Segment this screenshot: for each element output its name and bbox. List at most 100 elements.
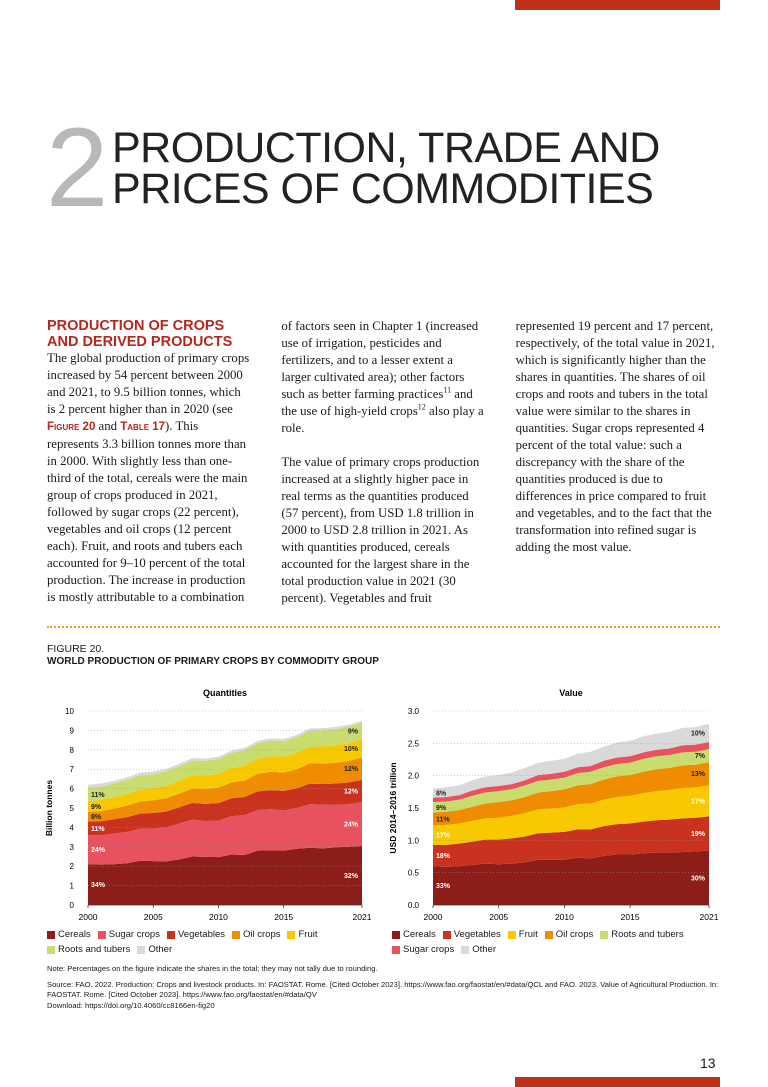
y-tick-label: 2.5 xyxy=(408,739,420,748)
top-bar xyxy=(515,0,720,10)
y-tick-label: 10 xyxy=(65,707,74,716)
y-tick-label: 0 xyxy=(70,901,75,910)
legend-swatch xyxy=(47,930,55,939)
legend-item: Cereals xyxy=(392,929,436,940)
legend-swatch xyxy=(392,930,400,939)
paragraph: The global production of primary crops i… xyxy=(47,318,486,608)
share-label: 12% xyxy=(344,789,359,796)
title-line: PRODUCTION, TRADE AND xyxy=(112,124,660,172)
legend: Cereals Sugar crops Vegetables Oil crops Fru… xyxy=(47,929,377,955)
share-label: 17% xyxy=(691,798,706,805)
share-label: 7% xyxy=(695,753,706,760)
separator xyxy=(47,626,720,628)
share-label: 34% xyxy=(91,882,106,889)
share-label: 11% xyxy=(436,816,450,823)
text: also play a role. xyxy=(281,404,484,435)
share-label: 8% xyxy=(91,814,102,821)
legend-label: Cereals xyxy=(403,929,436,940)
share-label: 24% xyxy=(91,847,106,854)
area xyxy=(433,742,709,803)
text: and xyxy=(95,419,121,433)
area xyxy=(88,722,362,802)
y-tick-label: 2.0 xyxy=(408,772,420,781)
y-tick-label: 1 xyxy=(70,882,75,891)
x-tick-label: 2005 xyxy=(489,912,508,922)
legend-item: Fruit xyxy=(287,929,317,940)
legend-item: Sugar crops xyxy=(97,929,160,940)
y-tick-label: 0.0 xyxy=(408,901,420,910)
share-label: 32% xyxy=(344,873,359,880)
legend-label: Roots and tubers xyxy=(58,944,131,955)
legend-swatch xyxy=(166,930,175,939)
bottom-bar xyxy=(515,1077,720,1087)
figure-download: Download: https://doi.org/10.4060/cc8166… xyxy=(47,1001,215,1010)
y-tick-label: 2 xyxy=(70,862,75,871)
table-ref[interactable]: Table 17 xyxy=(120,421,166,433)
area xyxy=(433,749,709,813)
share-label: 19% xyxy=(691,831,706,838)
title-line: PRICES OF COMMODITIES xyxy=(112,165,654,213)
legend-swatch xyxy=(461,945,470,954)
share-label: 11% xyxy=(91,792,105,799)
share-label: 33% xyxy=(436,883,451,890)
body-text: PRODUCTION OF CROPS AND DERIVED PRODUCTS… xyxy=(47,318,720,608)
legend-label: Vegetables xyxy=(177,929,225,940)
figure-label: FIGURE 20. xyxy=(47,643,105,655)
share-label: 18% xyxy=(436,853,451,860)
x-tick-label: 2010 xyxy=(209,912,228,922)
y-axis-label: USD 2014–2016 trillion xyxy=(388,762,398,853)
paragraph: The value of primary crops production in… xyxy=(281,318,720,608)
area xyxy=(88,757,362,822)
share-label: 8% xyxy=(436,791,447,798)
area xyxy=(88,802,362,865)
chart-title: Value xyxy=(559,688,583,698)
x-tick-label: 2000 xyxy=(424,912,443,922)
share-label: 17% xyxy=(436,833,451,840)
figure-ref[interactable]: Figure 20 xyxy=(47,421,96,433)
legend-label: Sugar crops xyxy=(403,944,455,955)
legend-item: Oil crops xyxy=(232,929,280,940)
share-label: 24% xyxy=(344,822,359,829)
share-label: 11% xyxy=(91,826,105,833)
y-tick-label: 8 xyxy=(70,746,75,755)
area xyxy=(433,762,709,826)
legend-item: Oil crops xyxy=(544,929,593,940)
legend-swatch xyxy=(232,930,240,939)
legend-item: Cereals xyxy=(47,929,91,940)
share-label: 9% xyxy=(91,804,102,811)
legend-swatch xyxy=(287,930,296,939)
text: The global production of primary crops i… xyxy=(47,351,250,416)
y-axis-label: Billion tonnes xyxy=(44,780,54,836)
x-tick-label: 2015 xyxy=(621,912,640,922)
figure-source: Source: FAO. 2022. Production: Crops and… xyxy=(47,980,719,999)
legend-label: Sugar crops xyxy=(108,929,160,940)
legend-item: Fruit xyxy=(507,929,538,940)
chapter-title: PRODUCTION, TRADE AND PRICES OF COMMODIT… xyxy=(112,124,660,213)
footnote-ref[interactable]: 11 xyxy=(443,385,452,395)
area xyxy=(88,845,362,905)
share-label: 10% xyxy=(344,746,359,753)
legend-label: Other xyxy=(148,944,173,955)
footnote-ref[interactable]: 12 xyxy=(417,402,426,412)
chapter-number: 2 xyxy=(46,105,109,230)
legend-label: Oil crops xyxy=(243,929,281,940)
x-tick-label: 2005 xyxy=(144,912,163,922)
y-tick-label: 1.0 xyxy=(408,836,420,845)
area xyxy=(88,739,362,812)
legend-swatch xyxy=(544,930,553,939)
legend-label: Fruit xyxy=(298,929,318,940)
figure-note: Note: Percentages on the figure indicate… xyxy=(47,964,378,973)
y-tick-label: 3 xyxy=(70,843,75,852)
y-tick-label: 5 xyxy=(70,804,75,813)
x-tick-label: 2010 xyxy=(555,912,574,922)
share-label: 13% xyxy=(691,771,706,778)
legend-label: Roots and tubers xyxy=(611,929,684,940)
chart-title: Quantities xyxy=(203,688,247,698)
legend: Cereals Vegetables Fruit Oil crops Roots and… xyxy=(392,929,692,955)
y-tick-label: 0.5 xyxy=(408,869,420,878)
legend-label: Vegetables xyxy=(453,929,501,940)
legend-label: Cereals xyxy=(58,929,91,940)
area xyxy=(433,816,709,867)
